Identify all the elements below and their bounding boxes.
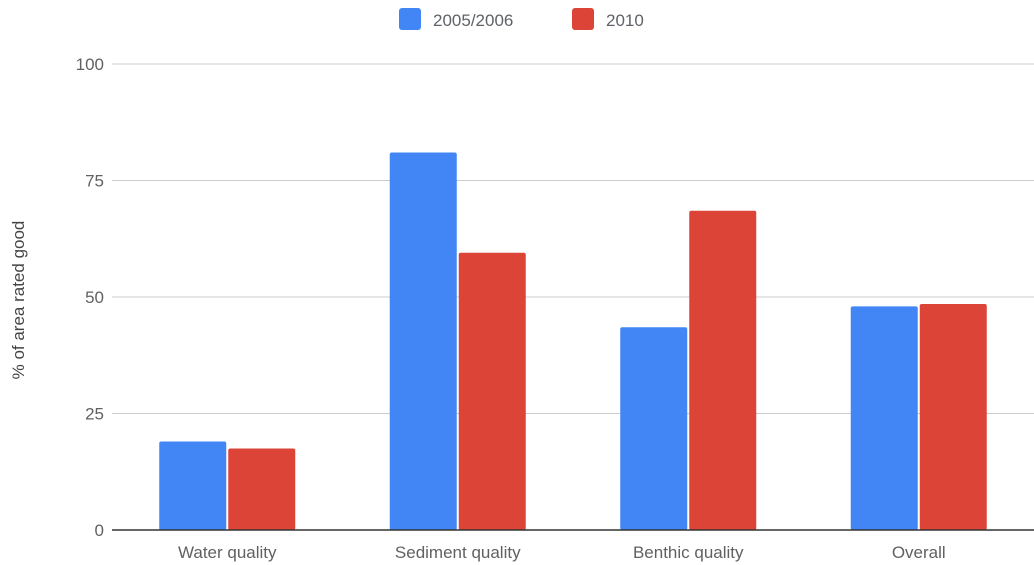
legend-item-2005-2006[interactable]: 2005/2006 [399, 8, 513, 30]
y-tick-label: 25 [85, 405, 104, 424]
bar-2010-sediment-quality[interactable] [458, 252, 526, 531]
bar-2010-benthic-quality[interactable] [689, 210, 757, 531]
y-tick-label: 100 [76, 55, 104, 74]
y-tick-label: 0 [95, 521, 104, 540]
bar-2010-water-quality[interactable] [228, 448, 296, 530]
legend-swatch [572, 8, 594, 30]
bar-2005-2006-water-quality[interactable] [159, 441, 227, 530]
y-axis-ticks: 0 25 50 75 100 [76, 55, 104, 540]
legend-item-2010[interactable]: 2010 [572, 8, 644, 30]
bars [159, 152, 987, 531]
y-tick-label: 50 [85, 288, 104, 307]
x-tick-label: Sediment quality [395, 543, 521, 562]
y-tick-label: 75 [85, 172, 104, 191]
bar-2005-2006-overall[interactable] [850, 306, 918, 530]
x-tick-label: Overall [892, 543, 946, 562]
legend-swatch [399, 8, 421, 30]
x-tick-label: Benthic quality [633, 543, 744, 562]
x-tick-label: Water quality [178, 543, 277, 562]
legend-label: 2005/2006 [433, 11, 513, 30]
bar-2010-overall[interactable] [919, 303, 987, 530]
legend-label: 2010 [606, 11, 644, 30]
x-axis-ticks: Water quality Sediment quality Benthic qua… [178, 543, 946, 562]
bar-2005-2006-sediment-quality[interactable] [389, 152, 457, 531]
y-axis-label: % of area rated good [9, 221, 28, 380]
bar-2005-2006-benthic-quality[interactable] [620, 327, 688, 530]
legend[interactable]: 2005/2006 2010 [399, 8, 644, 30]
